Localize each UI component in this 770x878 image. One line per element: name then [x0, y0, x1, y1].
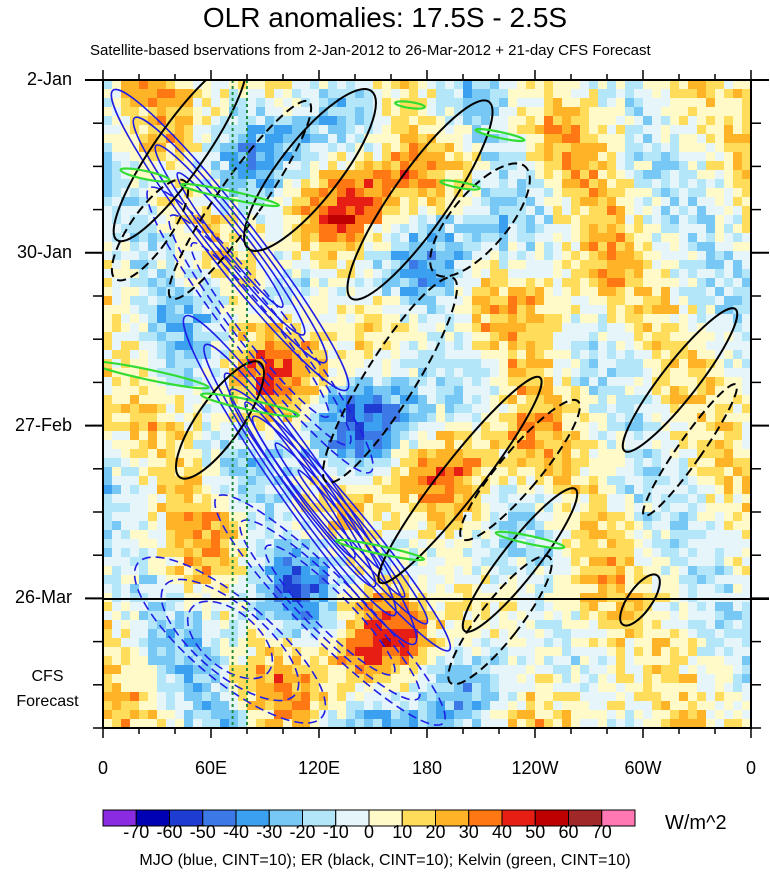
x-tick-label: 120W [511, 758, 559, 778]
colorbar-tick-label: -60 [156, 822, 183, 842]
colorbar-tick-label: 50 [525, 822, 546, 842]
x-tick-label: 60W [624, 758, 662, 778]
contour-legend: MJO (blue, CINT=10); ER (black, CINT=10)… [139, 852, 631, 869]
chart-title: OLR anomalies: 17.5S - 2.5S [202, 2, 568, 33]
colorbar-tick-label: 30 [458, 822, 479, 842]
chart_data.y_tick_labels.2: 27-Feb [14, 414, 72, 435]
colorbar-tick-label: -70 [123, 822, 150, 842]
colorbar-tick-label: -10 [322, 822, 349, 842]
colorbar [102, 809, 636, 827]
axis-ticks [85, 70, 769, 738]
colorbar-tick-label: 70 [591, 822, 612, 842]
colorbar-tick-label: -20 [289, 822, 316, 842]
cfs-label: CFS [31, 668, 64, 685]
chart_data.y_tick_labels.0: 2-Jan [26, 69, 72, 89]
colorbar-tick-label: -40 [222, 822, 249, 842]
x-tick-label: 0 [745, 758, 756, 778]
chart-subtitle: Satellite-based bservations from 2-Jan-2… [90, 42, 651, 59]
colorbar-swatch [601, 809, 636, 827]
x-tick-label: 180 [411, 758, 443, 778]
colorbar-tick-label: -30 [256, 822, 283, 842]
olr-field [103, 80, 751, 728]
colorbar-tick-label: 40 [491, 822, 513, 842]
x-tick-label: 60E [194, 758, 228, 778]
colorbar-tick-label: -50 [189, 822, 216, 842]
colorbar-tick-label: 20 [425, 822, 446, 842]
colorbar-tick-label: 0 [363, 822, 374, 842]
x-tick-label: 0 [97, 758, 108, 778]
reference-lines [231, 80, 248, 728]
colorbar-tick-label: 10 [392, 822, 413, 842]
x-tick-label: 120E [297, 758, 341, 778]
chart_data.y_tick_labels.3: 26-Mar [14, 587, 72, 608]
wave-contours [103, 80, 739, 726]
colorbar-units: W/m^2 [665, 812, 727, 834]
forecast-label: Forecast [16, 693, 79, 710]
chart_data.y_tick_labels.1: 30-Jan [16, 241, 72, 262]
colorbar-tick-label: 60 [558, 822, 579, 842]
